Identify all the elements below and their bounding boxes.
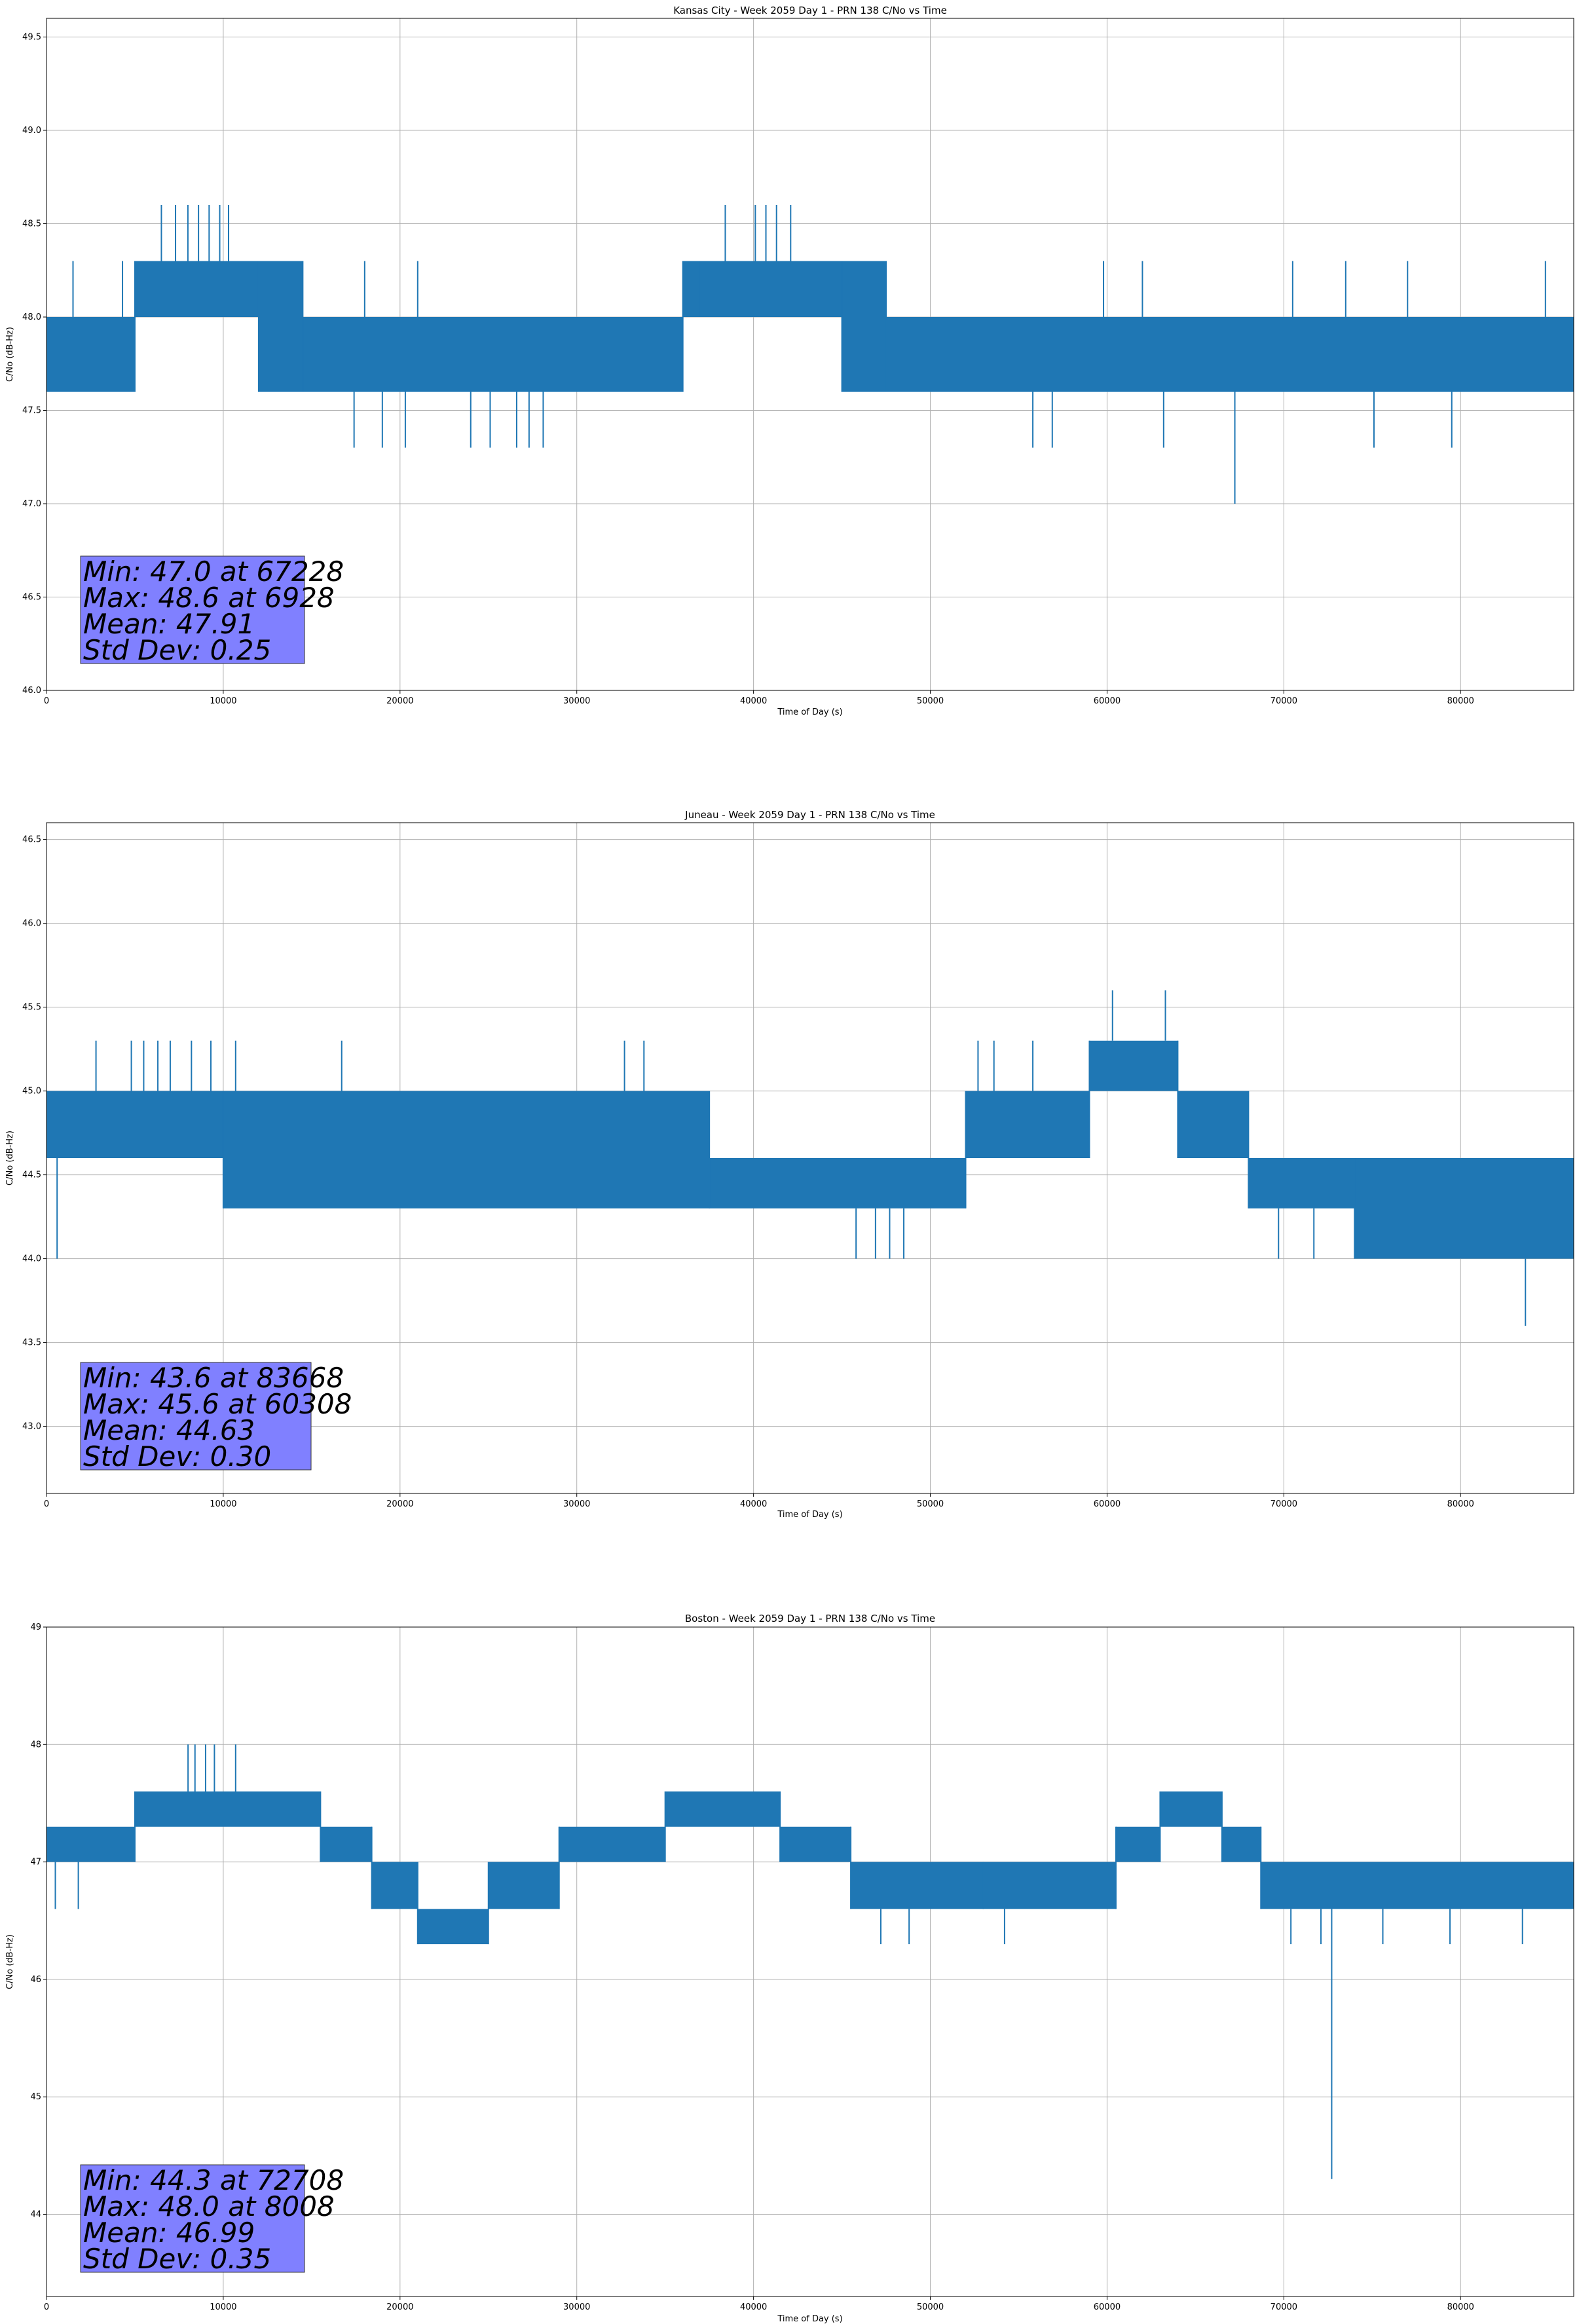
data-band: [46, 1091, 223, 1158]
x-tick-label: 10000: [210, 1499, 236, 1509]
data-band: [984, 1862, 1116, 1909]
data-band: [135, 261, 259, 318]
data-band: [1354, 1158, 1574, 1259]
x-tick-label: 50000: [917, 696, 944, 706]
y-tick-label: 43.5: [22, 1338, 41, 1348]
x-tick-label: 40000: [740, 1499, 767, 1509]
y-tick-label: 44.0: [22, 1254, 41, 1264]
y-tick-label: 45.0: [22, 1087, 41, 1096]
y-tick-label: 47: [30, 1858, 41, 1867]
y-tick-label: 48.5: [22, 219, 41, 229]
x-tick-label: 30000: [563, 1499, 590, 1509]
stats-line: Std Dev: 0.25: [83, 634, 271, 666]
data-band: [320, 1827, 371, 1862]
x-tick-label: 20000: [386, 1499, 413, 1509]
chart-panel-boston: Boston - Week 2059 Day 1 - PRN 138 C/No …: [5, 1613, 1574, 2324]
data-band: [886, 317, 1574, 392]
data-band: [259, 261, 303, 392]
y-tick-label: 46.5: [22, 835, 41, 845]
x-tick-label: 0: [44, 696, 49, 706]
x-tick-label: 70000: [1271, 1499, 1297, 1509]
x-tick-label: 80000: [1447, 696, 1474, 706]
y-tick-label: 48: [30, 1740, 41, 1750]
x-tick-label: 60000: [1094, 2302, 1121, 2312]
data-band: [418, 1909, 489, 1944]
data-band: [303, 317, 682, 392]
data-band: [966, 1091, 1090, 1158]
data-band: [1178, 1091, 1248, 1158]
y-axis-label: C/No (dB-Hz): [5, 1131, 15, 1186]
data-band: [1116, 1827, 1160, 1862]
data-band: [135, 1791, 320, 1827]
y-axis-label: C/No (dB-Hz): [5, 1934, 15, 1989]
x-tick-label: 60000: [1094, 696, 1121, 706]
x-tick-label: 40000: [740, 696, 767, 706]
x-axis-label: Time of Day (s): [777, 2314, 842, 2324]
y-tick-label: 46: [30, 1975, 41, 1985]
data-band: [46, 1827, 135, 1862]
chart-title: Juneau - Week 2059 Day 1 - PRN 138 C/No …: [684, 809, 935, 821]
x-tick-label: 30000: [563, 2302, 590, 2312]
x-tick-label: 10000: [210, 2302, 236, 2312]
figure: Kansas City - Week 2059 Day 1 - PRN 138 …: [0, 0, 1577, 2324]
data-band: [372, 1862, 418, 1909]
x-tick-label: 80000: [1447, 2302, 1474, 2312]
chart-title: Kansas City - Week 2059 Day 1 - PRN 138 …: [673, 5, 947, 16]
x-tick-label: 20000: [386, 696, 413, 706]
data-band: [842, 261, 886, 392]
y-tick-label: 46.5: [22, 593, 41, 603]
x-axis-label: Time of Day (s): [777, 707, 842, 717]
y-tick-label: 46.0: [22, 686, 41, 696]
x-tick-label: 0: [44, 1499, 49, 1509]
y-tick-label: 48.0: [22, 312, 41, 322]
chart-title: Boston - Week 2059 Day 1 - PRN 138 C/No …: [685, 1613, 935, 1624]
x-tick-label: 0: [44, 2302, 49, 2312]
stats-line: Std Dev: 0.30: [83, 1440, 271, 1472]
x-tick-label: 70000: [1271, 696, 1297, 706]
y-tick-label: 47.5: [22, 406, 41, 416]
x-tick-label: 50000: [917, 2302, 944, 2312]
x-tick-label: 60000: [1094, 1499, 1121, 1509]
y-axis-label: C/No (dB-Hz): [5, 327, 15, 382]
y-tick-label: 49.5: [22, 33, 41, 43]
data-band: [1222, 1827, 1261, 1862]
data-band: [1089, 1041, 1178, 1091]
x-tick-label: 30000: [563, 696, 590, 706]
y-tick-label: 45: [30, 2092, 41, 2102]
data-band: [1160, 1791, 1221, 1827]
data-band: [559, 1827, 665, 1862]
x-tick-label: 50000: [917, 1499, 944, 1509]
y-tick-label: 49.0: [22, 126, 41, 136]
x-tick-label: 40000: [740, 2302, 767, 2312]
data-band: [1248, 1158, 1354, 1209]
data-band: [780, 1827, 851, 1862]
y-tick-label: 49: [30, 1622, 41, 1632]
x-tick-label: 70000: [1271, 2302, 1297, 2312]
data-band: [665, 1791, 780, 1827]
chart-panel-kansas-city: Kansas City - Week 2059 Day 1 - PRN 138 …: [5, 5, 1574, 717]
data-band: [223, 1091, 709, 1209]
y-tick-label: 44: [30, 2209, 41, 2219]
stats-line: Std Dev: 0.35: [83, 2243, 271, 2275]
data-band: [46, 317, 135, 392]
x-tick-label: 80000: [1447, 1499, 1474, 1509]
x-tick-label: 20000: [386, 2302, 413, 2312]
data-band: [1261, 1862, 1574, 1909]
y-tick-label: 46.0: [22, 919, 41, 929]
y-tick-label: 45.5: [22, 1003, 41, 1013]
y-tick-label: 43.0: [22, 1422, 41, 1432]
y-tick-label: 44.5: [22, 1171, 41, 1180]
data-band: [851, 1862, 983, 1909]
data-band: [683, 261, 842, 318]
x-tick-label: 10000: [210, 696, 236, 706]
chart-panel-juneau: Juneau - Week 2059 Day 1 - PRN 138 C/No …: [5, 809, 1574, 1520]
x-axis-label: Time of Day (s): [777, 1510, 842, 1520]
data-band: [489, 1862, 559, 1909]
y-tick-label: 47.0: [22, 499, 41, 509]
data-band: [709, 1158, 965, 1209]
